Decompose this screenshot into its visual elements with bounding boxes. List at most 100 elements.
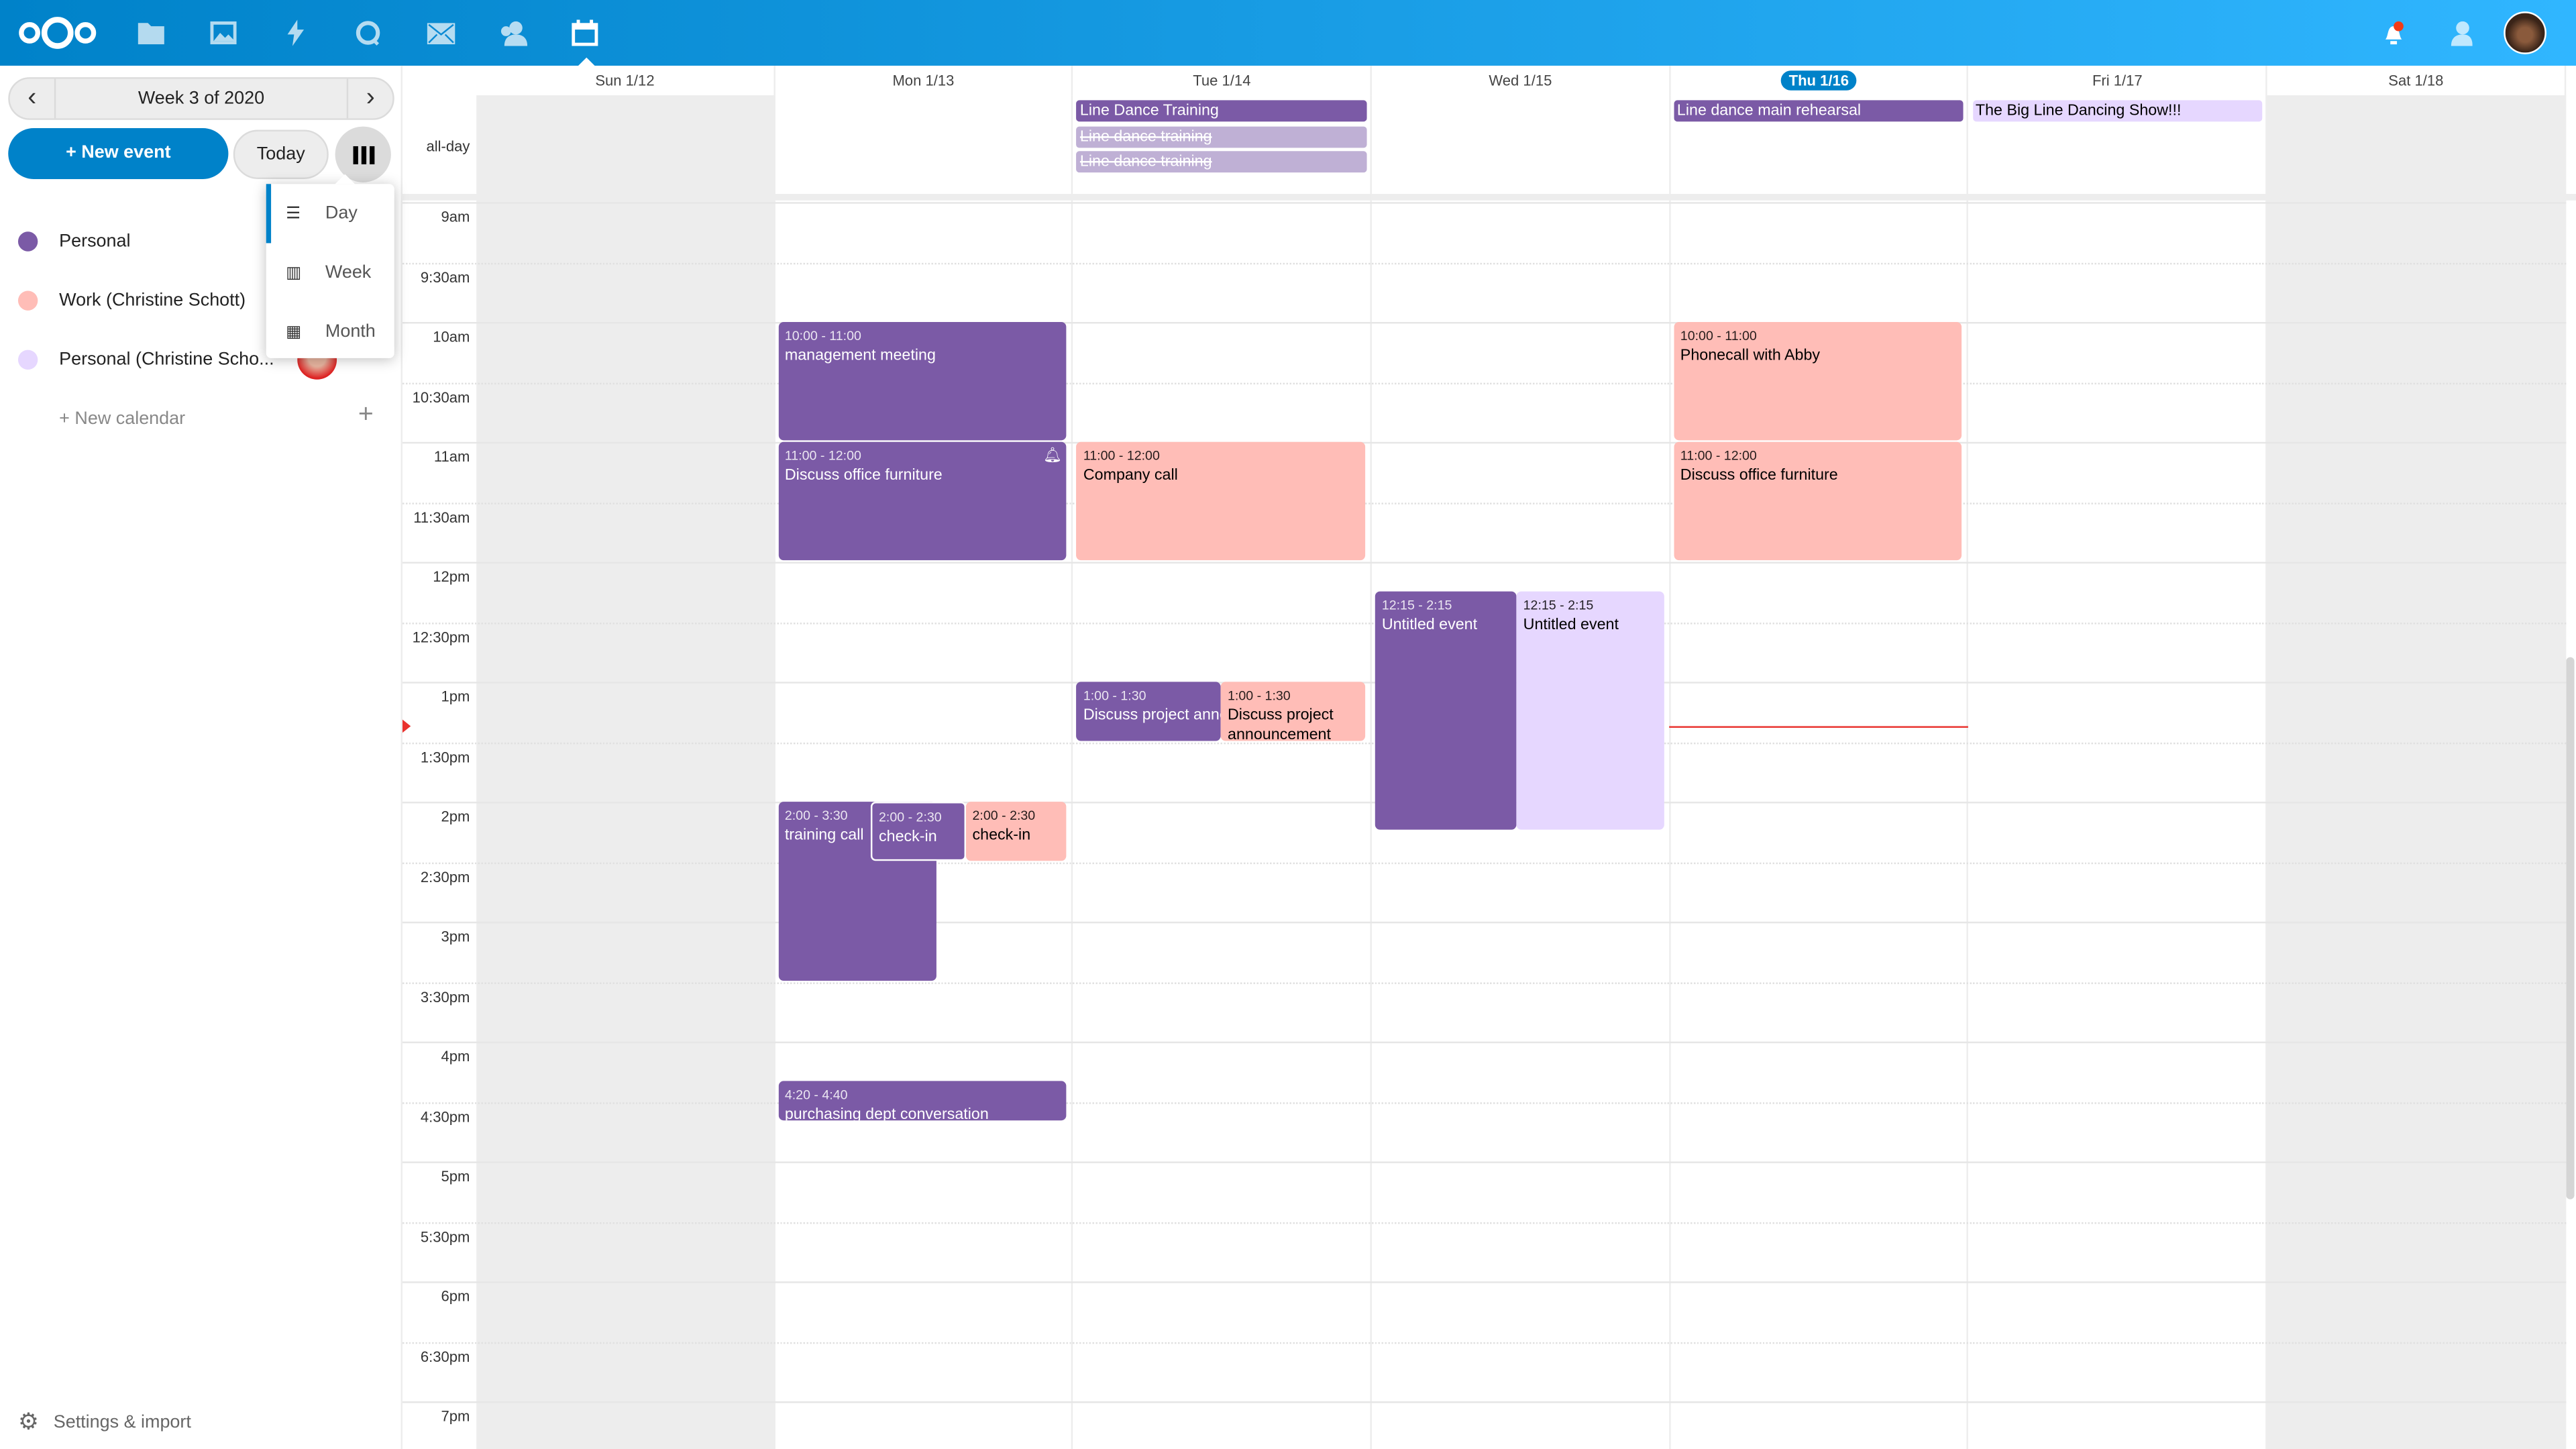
calendar-color-dot[interactable]: [17, 350, 38, 370]
calendar-event[interactable]: 11:00 - 12:00 Discuss office furniture: [1674, 441, 1963, 561]
nextcloud-logo[interactable]: [16, 13, 98, 53]
settings-button[interactable]: ⚙ Settings & import: [18, 1408, 191, 1436]
day-header[interactable]: Wed 1/15: [1372, 65, 1671, 96]
hour-line: [402, 921, 2567, 924]
view-menu-month[interactable]: ▦ Month: [266, 303, 394, 362]
all-day-event[interactable]: Line dance main rehearsal: [1674, 100, 1964, 122]
calendar-event[interactable]: 10:00 - 11:00 Phonecall with Abby: [1674, 322, 1963, 441]
calendar-event[interactable]: 1:00 - 1:30 Discuss project announcement: [1221, 682, 1366, 741]
time-label: 1:30pm: [420, 748, 470, 765]
time-label: 12:30pm: [412, 628, 470, 645]
event-time: 11:00 - 12:00: [1083, 448, 1160, 464]
hour-line: [402, 262, 2567, 264]
event-title: Untitled event: [1381, 616, 1478, 635]
calendar-event[interactable]: 12:15 - 2:15 Untitled event: [1516, 592, 1664, 830]
view-switcher-button[interactable]: [335, 126, 391, 182]
user-avatar[interactable]: [2504, 11, 2546, 54]
today-button[interactable]: Today: [233, 129, 329, 179]
calendar-color-dot[interactable]: [17, 231, 38, 252]
top-bar: [0, 0, 2576, 68]
day-header[interactable]: Tue 1/14: [1073, 65, 1373, 96]
next-week-button[interactable]: ›: [348, 79, 392, 119]
time-label: 2pm: [441, 808, 470, 825]
calendar-event[interactable]: 1:00 - 1:30 Discuss project announcement: [1077, 682, 1222, 741]
day-column[interactable]: [1670, 95, 1970, 1449]
view-menu-label: Week: [325, 262, 372, 283]
hour-line: [402, 441, 2567, 444]
event-title: Discuss office furniture: [1680, 466, 1838, 485]
day-header[interactable]: Sat 1/18: [2267, 65, 2567, 96]
day-column[interactable]: [1073, 95, 1373, 1449]
event-time: 2:00 - 3:30: [784, 808, 848, 823]
day-column[interactable]: [1969, 95, 2268, 1449]
event-time: 2:00 - 2:30: [879, 810, 942, 825]
calendar-event[interactable]: 12:15 - 2:15 Untitled event: [1375, 592, 1517, 830]
hour-line: [402, 861, 2567, 863]
calendar-event[interactable]: 10:00 - 11:00 management meeting: [778, 322, 1067, 441]
all-day-event[interactable]: Line Dance Training: [1077, 100, 1367, 122]
calendar-icon[interactable]: [568, 16, 601, 49]
current-time-marker: [402, 719, 411, 733]
mail-icon[interactable]: [424, 16, 457, 49]
scrollbar[interactable]: [2566, 657, 2575, 1199]
day-header[interactable]: Mon 1/13: [775, 65, 1074, 96]
event-title: purchasing dept conversation: [784, 1106, 989, 1120]
day-label: Wed 1/15: [1489, 72, 1552, 89]
talk-icon[interactable]: [352, 16, 384, 49]
new-calendar-button[interactable]: + New calendar: [59, 409, 186, 429]
day-header[interactable]: Sun 1/12: [476, 65, 775, 96]
contacts-icon[interactable]: [496, 16, 529, 49]
calendar-item-personal[interactable]: Personal: [17, 227, 131, 256]
all-day-event[interactable]: Line dance training: [1077, 151, 1367, 173]
month-view-icon: ▦: [286, 323, 302, 341]
previous-week-button[interactable]: ‹: [10, 79, 54, 119]
day-header[interactable]: Fri 1/17: [1969, 65, 2268, 96]
event-title: Discuss project announcement: [1228, 706, 1334, 741]
current-time-line: [1669, 725, 1968, 728]
calendar-event[interactable]: 11:00 - 12:00 Discuss office furniture 🔔︎: [778, 441, 1067, 561]
all-day-divider: [402, 193, 2576, 201]
week-picker[interactable]: Week 3 of 2020: [54, 78, 349, 119]
calendar-event[interactable]: 2:00 - 2:30 check-in: [965, 802, 1067, 861]
day-column[interactable]: [2267, 95, 2567, 1449]
view-menu-day[interactable]: ☰ Day: [266, 184, 394, 244]
event-time: 2:00 - 2:30: [972, 808, 1036, 823]
calendar-item-personal-shared[interactable]: Personal (Christine Scho...: [17, 345, 274, 374]
calendar-event[interactable]: 2:00 - 2:30 check-in: [870, 802, 966, 861]
view-menu-label: Day: [325, 203, 358, 224]
files-icon[interactable]: [135, 16, 168, 49]
view-menu-week[interactable]: ▥ Week: [266, 243, 394, 302]
time-label: 7pm: [441, 1407, 470, 1425]
contacts-menu-icon[interactable]: [2443, 16, 2476, 49]
notifications-icon[interactable]: [2377, 16, 2410, 49]
event-title: management meeting: [784, 346, 936, 365]
calendar-event[interactable]: 4:20 - 4:40 purchasing dept conversation: [778, 1081, 1067, 1120]
hour-line: [402, 1041, 2567, 1044]
day-column[interactable]: [775, 95, 1074, 1449]
activity-icon[interactable]: [279, 16, 312, 49]
event-title: Discuss project announcement: [1083, 706, 1221, 725]
new-event-button[interactable]: + New event: [8, 128, 229, 179]
active-app-indicator: [576, 57, 596, 68]
photos-icon[interactable]: [207, 16, 240, 49]
calendar-item-work[interactable]: Work (Christine Schott): [17, 286, 246, 315]
all-day-event[interactable]: Line dance training: [1077, 125, 1367, 148]
event-time: 12:15 - 2:15: [1523, 598, 1594, 614]
calendar-color-dot[interactable]: [17, 290, 38, 311]
event-time: 1:00 - 1:30: [1228, 688, 1291, 704]
calendar-event[interactable]: 11:00 - 12:00 Company call: [1077, 441, 1366, 561]
day-column[interactable]: [476, 95, 775, 1449]
time-label: 12pm: [433, 568, 470, 585]
chevron-left-icon: ‹: [28, 83, 37, 112]
add-calendar-icon[interactable]: +: [358, 400, 374, 429]
day-column[interactable]: [1372, 95, 1671, 1449]
week-navigator: ‹ Week 3 of 2020 ›: [8, 77, 394, 120]
day-header[interactable]: Thu 1/16: [1670, 65, 1970, 96]
all-day-event[interactable]: The Big Line Dancing Show!!!: [1972, 100, 2263, 122]
time-label: 4pm: [441, 1048, 470, 1065]
time-label: 3pm: [441, 928, 470, 945]
time-label: 11:30am: [413, 508, 470, 525]
hour-line: [402, 1102, 2567, 1104]
view-menu: ☰ Day ▥ Week ▦ Month: [266, 174, 394, 358]
event-time: 10:00 - 11:00: [784, 328, 861, 343]
